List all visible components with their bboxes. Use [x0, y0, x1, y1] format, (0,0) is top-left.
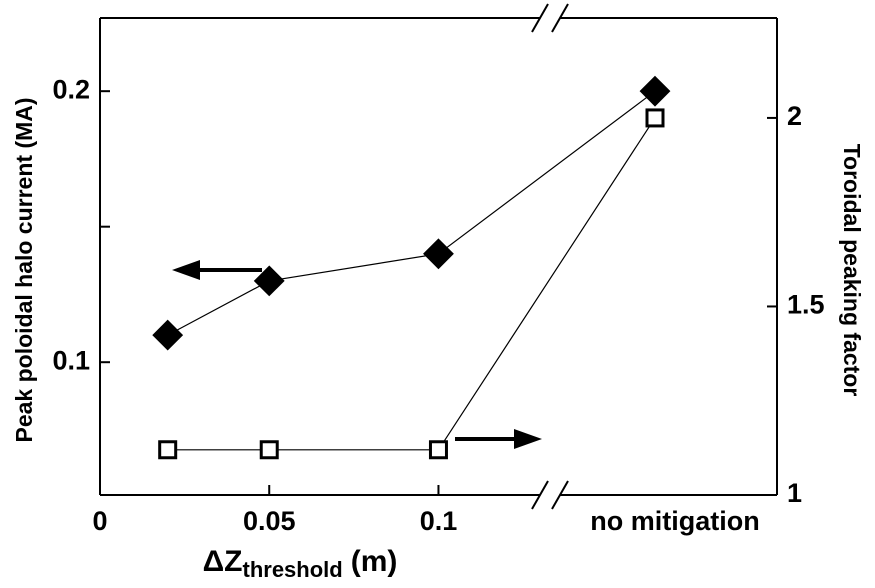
diamond-marker [639, 75, 671, 107]
x-label-main: ΔZ [203, 545, 243, 578]
x-axis-label: ΔZthreshold (m) [203, 545, 398, 582]
diamond-marker [152, 319, 184, 351]
square-marker [645, 108, 665, 128]
axis-break [531, 3, 549, 33]
y-tick-label: 0.1 [52, 345, 90, 375]
x-tick-label: 0 [92, 506, 107, 536]
y2-tick-label: 1.5 [787, 290, 825, 320]
y2-axis-label: Toroidal peaking factor [839, 144, 865, 397]
x-label-unit: (m) [351, 545, 398, 578]
series-line [167, 90, 656, 336]
y2-tick-label: 2 [787, 101, 802, 131]
diamond-marker [253, 265, 285, 297]
x-tick-label: 0.05 [243, 506, 296, 536]
square-marker [259, 440, 279, 460]
y-tick-label: 0.2 [52, 74, 90, 104]
axis-break [531, 480, 549, 510]
arrows [172, 260, 542, 449]
series-line [167, 117, 656, 451]
x-label-sub: threshold [243, 557, 343, 582]
square-marker [428, 440, 448, 460]
y2-tick-label: 1 [787, 478, 802, 508]
axis-break [551, 3, 569, 33]
arrow-right-head [514, 429, 542, 449]
square-marker [158, 440, 178, 460]
x-tick-label: 0.1 [420, 506, 458, 536]
x-tick-label: no mitigation [590, 506, 759, 536]
y-axis-label: Peak poloidal halo current (MA) [11, 97, 37, 442]
diamond-marker [423, 238, 454, 270]
arrow-left-head [172, 260, 200, 280]
axis-break [551, 480, 569, 510]
